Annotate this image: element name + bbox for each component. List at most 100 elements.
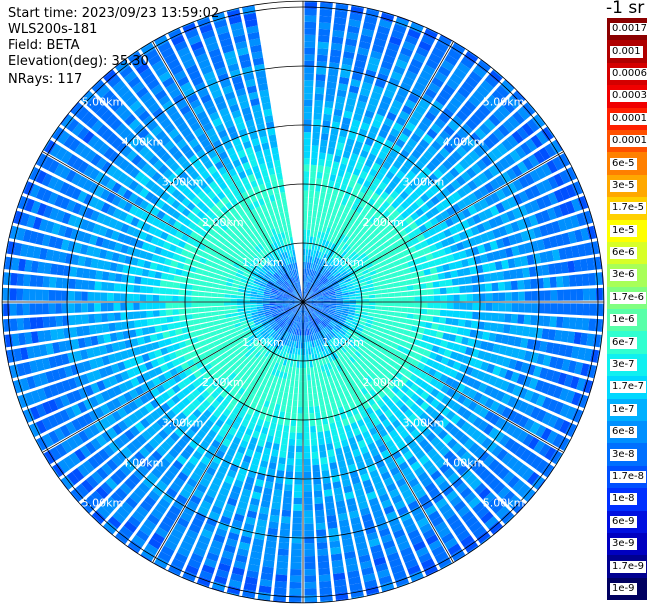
beta-cell	[259, 316, 267, 321]
beta-cell	[100, 292, 108, 301]
beta-cell	[172, 443, 183, 454]
beta-cell	[452, 252, 461, 261]
beta-cell	[400, 394, 410, 404]
beta-cell	[362, 430, 371, 440]
beta-cell	[273, 324, 280, 331]
beta-cell	[450, 179, 461, 190]
beta-cell	[285, 471, 294, 479]
beta-cell	[506, 95, 520, 109]
beta-cell	[417, 171, 428, 182]
beta-cell	[176, 401, 186, 411]
beta-cell	[316, 265, 321, 272]
beta-cell	[344, 245, 352, 253]
beta-cell	[415, 46, 429, 58]
beta-cell	[532, 226, 542, 239]
beta-cell	[336, 231, 343, 239]
beta-cell	[366, 262, 374, 269]
beta-cell	[182, 377, 192, 386]
beta-cell	[418, 276, 426, 283]
beta-cell	[573, 259, 582, 272]
beta-cell	[393, 337, 401, 345]
beta-cell	[540, 381, 551, 395]
beta-cell	[281, 344, 287, 352]
beta-cell	[250, 416, 258, 424]
beta-cell	[500, 380, 510, 392]
beta-cell	[310, 300, 318, 302]
beta-cell	[136, 434, 148, 446]
beta-cell	[100, 417, 111, 429]
beta-cell	[317, 302, 324, 305]
beta-cell	[474, 235, 483, 245]
beta-cell	[463, 267, 471, 276]
beta-cell	[588, 210, 594, 223]
beta-cell	[375, 135, 386, 145]
beta-cell	[119, 433, 130, 445]
beta-cell	[414, 104, 427, 116]
beta-cell	[311, 340, 315, 348]
beta-cell	[304, 34, 316, 42]
beta-cell	[496, 271, 505, 281]
beta-cell	[459, 285, 467, 293]
beta-cell	[281, 314, 287, 319]
beta-cell	[369, 328, 377, 334]
beta-cell	[474, 482, 487, 495]
beta-cell	[329, 321, 336, 328]
beta-cell	[217, 465, 228, 475]
beta-cell	[504, 281, 512, 291]
beta-cell	[291, 340, 295, 348]
beta-cell	[333, 108, 343, 117]
beta-cell	[195, 268, 203, 275]
beta-cell	[512, 111, 525, 125]
beta-cell	[361, 566, 375, 576]
beta-cell	[331, 374, 338, 382]
beta-cell	[424, 482, 437, 493]
beta-cell	[208, 414, 218, 424]
beta-cell	[230, 298, 237, 302]
beta-cell	[165, 302, 173, 309]
beta-cell	[446, 341, 455, 350]
beta-cell	[338, 248, 345, 256]
beta-cell	[496, 143, 508, 156]
beta-cell	[280, 404, 286, 412]
beta-cell	[488, 459, 500, 472]
beta-cell	[500, 510, 514, 524]
beta-cell	[376, 521, 389, 532]
beta-cell	[168, 329, 177, 337]
beta-cell	[336, 322, 344, 328]
beta-cell	[249, 436, 258, 445]
beta-cell	[382, 176, 391, 186]
beta-cell	[455, 110, 468, 122]
beta-cell	[272, 376, 279, 384]
beta-cell	[539, 251, 548, 263]
beta-cell	[407, 439, 418, 450]
beta-cell	[523, 314, 531, 325]
beta-cell	[541, 463, 554, 477]
beta-cell	[521, 122, 535, 137]
beta-cell	[324, 166, 331, 174]
beta-cell	[506, 210, 516, 222]
beta-cell	[373, 368, 381, 376]
beta-cell	[354, 256, 362, 263]
beta-cell	[204, 419, 214, 429]
beta-cell	[235, 430, 244, 440]
beta-cell	[325, 403, 332, 411]
beta-cell	[237, 387, 246, 396]
beta-cell	[304, 569, 316, 576]
beta-cell	[511, 460, 524, 474]
beta-cell	[325, 502, 335, 510]
beta-cell	[413, 258, 422, 265]
beta-cell	[467, 545, 479, 554]
beta-cell	[244, 398, 252, 407]
beta-cell	[121, 446, 133, 459]
beta-cell	[315, 217, 321, 225]
beta-cell	[266, 315, 273, 320]
beta-cell	[94, 406, 105, 419]
beta-cell	[541, 412, 553, 425]
beta-cell	[147, 278, 155, 286]
beta-cell	[453, 91, 467, 104]
beta-cell	[404, 225, 413, 234]
beta-cell	[395, 59, 408, 70]
beta-cell	[66, 436, 79, 450]
beta-cell	[329, 296, 337, 299]
beta-cell	[385, 232, 393, 240]
